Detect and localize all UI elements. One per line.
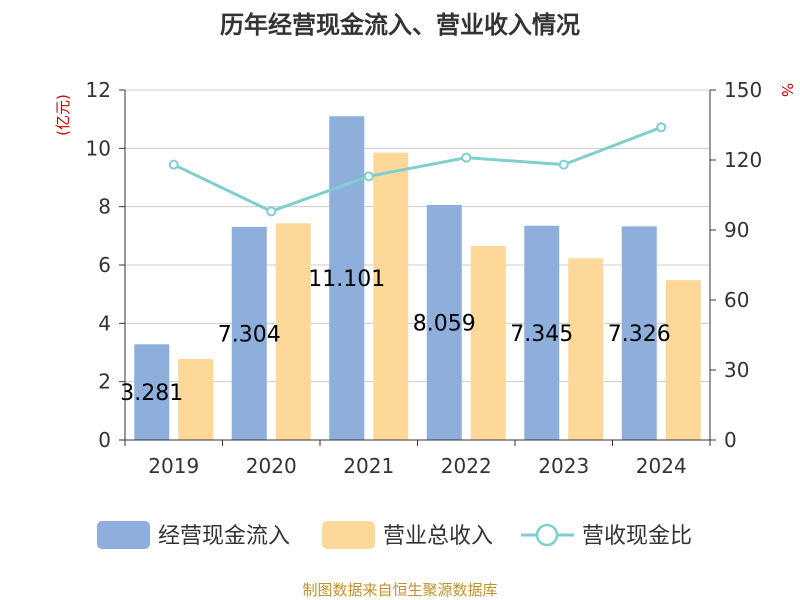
chart-title: 历年经营现金流入、营业收入情况 xyxy=(220,11,580,39)
bar-cash-inflow xyxy=(524,225,560,440)
bar-data-label: 3.281 xyxy=(120,381,183,406)
bar-data-label: 11.101 xyxy=(308,267,385,292)
left-tick-label: 4 xyxy=(98,311,111,335)
left-tick-label: 0 xyxy=(98,428,111,452)
legend-label-cash-inflow: 经营现金流入 xyxy=(158,524,290,549)
x-tick-label: 2022 xyxy=(441,454,492,478)
bar-data-label: 7.304 xyxy=(218,322,281,347)
bar-cash-inflow xyxy=(329,116,365,441)
x-tick-label: 2019 xyxy=(148,454,199,478)
left-tick-label: 12 xyxy=(86,78,111,102)
legend: 经营现金流入 营业总收入 营收现金比 xyxy=(97,521,692,549)
left-tick-label: 2 xyxy=(98,370,111,394)
bar-data-label: 8.059 xyxy=(413,311,476,336)
legend-label-revenue: 营业总收入 xyxy=(383,524,493,549)
bar-revenue xyxy=(665,280,701,440)
right-tick-label: 30 xyxy=(724,358,749,382)
source-note: 制图数据来自恒生聚源数据库 xyxy=(302,581,497,599)
right-tick-label: 90 xyxy=(724,218,749,242)
right-tick-label: 0 xyxy=(724,428,737,452)
ratio-point xyxy=(168,159,179,170)
ratio-line xyxy=(168,122,667,217)
ratio-point xyxy=(363,171,374,182)
ratio-line-path xyxy=(173,125,662,213)
bar-revenue xyxy=(568,258,604,440)
x-tick-label: 2023 xyxy=(538,454,589,478)
right-axis-unit: % xyxy=(778,83,796,97)
right-tick-label: 120 xyxy=(724,148,762,172)
left-tick-label: 8 xyxy=(98,195,111,219)
bar-cash-inflow xyxy=(231,226,267,440)
legend-swatch-revenue xyxy=(322,521,375,549)
right-tick-label: 60 xyxy=(724,288,749,312)
left-tick-label: 6 xyxy=(98,253,111,277)
legend-label-ratio: 营收现金比 xyxy=(582,524,692,549)
bar-data-label: 7.345 xyxy=(510,322,573,347)
grid-lines xyxy=(125,89,710,383)
bar-cash-inflow xyxy=(621,226,657,440)
ratio-point xyxy=(266,206,277,217)
ratio-point xyxy=(656,122,667,133)
bars xyxy=(134,116,701,441)
left-tick-label: 10 xyxy=(86,136,111,160)
bar-data-label: 7.326 xyxy=(608,322,671,347)
x-tick-label: 2021 xyxy=(343,454,394,478)
ratio-point xyxy=(461,152,472,163)
left-axis-unit: (亿元) xyxy=(54,94,72,136)
bar-revenue xyxy=(275,223,311,440)
bar-revenue xyxy=(373,152,409,441)
legend-marker-ratio xyxy=(535,523,559,547)
right-tick-label: 150 xyxy=(724,78,762,102)
bar-revenue xyxy=(178,358,214,440)
legend-swatch-cash-inflow xyxy=(97,521,150,549)
ratio-point xyxy=(558,159,569,170)
x-tick-label: 2024 xyxy=(636,454,687,478)
x-tick-label: 2020 xyxy=(246,454,297,478)
bar-revenue xyxy=(470,246,506,440)
data-labels: 3.281 7.304 11.101 8.059 7.345 7.326 xyxy=(120,267,670,406)
bar-cash-inflow xyxy=(426,204,462,440)
bar-cash-inflow xyxy=(134,344,170,440)
